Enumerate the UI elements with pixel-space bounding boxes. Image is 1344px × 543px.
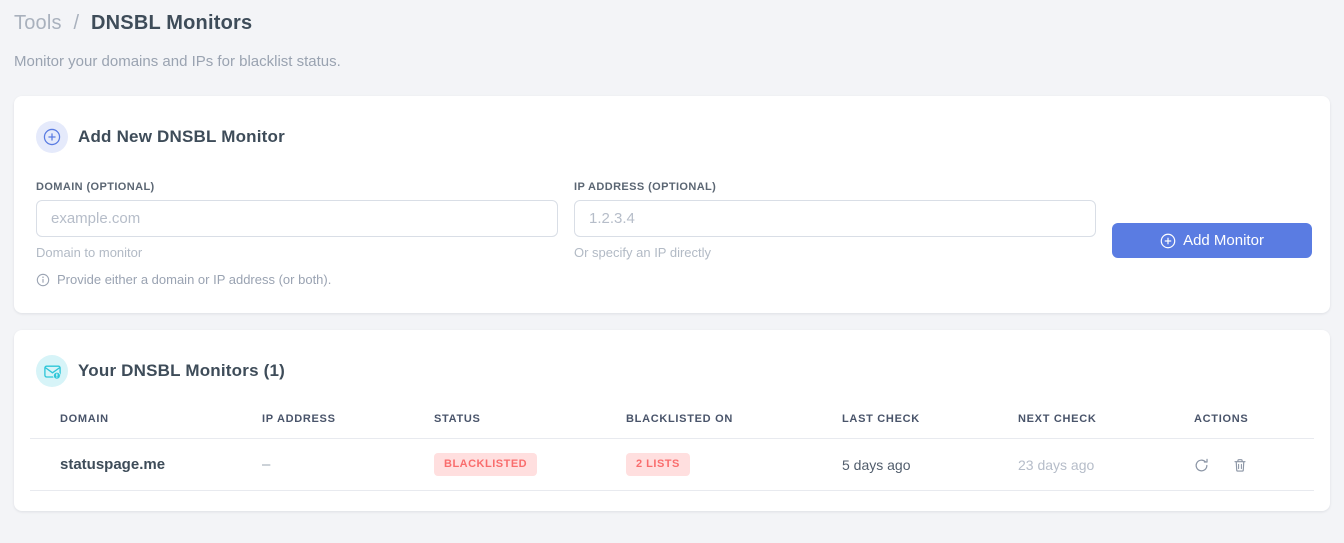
col-header-ip-address: IP ADDRESS: [232, 409, 404, 439]
add-monitor-button[interactable]: Add Monitor: [1112, 223, 1312, 258]
add-monitor-card-header: Add New DNSBL Monitor: [14, 96, 1330, 153]
monitors-table: DOMAIN IP ADDRESS STATUS BLACKLISTED ON …: [30, 409, 1314, 491]
monitors-list-card: Your DNSBL Monitors (1) DOMAIN IP ADDRES…: [14, 330, 1330, 511]
domain-helper-text: Domain to monitor: [36, 245, 143, 260]
col-header-next-check: NEXT CHECK: [988, 409, 1164, 439]
breadcrumb-tools-link[interactable]: Tools: [14, 12, 62, 34]
add-monitor-button-label: Add Monitor: [1183, 232, 1264, 249]
monitors-card-header: Your DNSBL Monitors (1): [14, 330, 1330, 387]
ip-helper-text: Or specify an IP directly: [574, 245, 712, 260]
monitor-status-cell: BLACKLISTED: [404, 438, 596, 491]
page-title: DNSBL Monitors: [91, 12, 253, 34]
add-monitor-card: Add New DNSBL Monitor DOMAIN (OPTIONAL) …: [14, 96, 1330, 313]
form-note: Provide either a domain or IP address (o…: [14, 260, 1330, 287]
monitor-domain: statuspage.me: [30, 438, 232, 491]
monitor-ip: –: [232, 438, 404, 491]
plus-circle-icon: [1160, 233, 1176, 249]
monitor-next-check: 23 days ago: [988, 438, 1164, 491]
table-header-row: DOMAIN IP ADDRESS STATUS BLACKLISTED ON …: [30, 409, 1314, 439]
monitor-blacklisted-on-cell: 2 LISTS: [596, 438, 812, 491]
form-note-text: Provide either a domain or IP address (o…: [57, 272, 332, 287]
monitor-actions-cell: [1164, 438, 1314, 491]
delete-button[interactable]: [1233, 458, 1247, 473]
page-subtitle: Monitor your domains and IPs for blackli…: [14, 53, 341, 70]
monitors-table-wrap: DOMAIN IP ADDRESS STATUS BLACKLISTED ON …: [30, 409, 1314, 491]
add-monitor-title: Add New DNSBL Monitor: [78, 127, 285, 146]
plus-circle-icon: [36, 121, 68, 153]
table-row: statuspage.me – BLACKLISTED 2 LISTS 5 da…: [30, 438, 1314, 491]
ip-field-group: IP ADDRESS (OPTIONAL) Or specify an IP d…: [574, 181, 1096, 260]
domain-label: DOMAIN (OPTIONAL): [36, 181, 155, 193]
col-header-actions: ACTIONS: [1164, 409, 1314, 439]
monitors-list-title: Your DNSBL Monitors (1): [78, 361, 286, 380]
refresh-icon: [1194, 458, 1209, 473]
col-header-status: STATUS: [404, 409, 596, 439]
domain-input[interactable]: [36, 200, 558, 237]
blacklisted-on-badge[interactable]: 2 LISTS: [626, 453, 690, 476]
monitor-last-check: 5 days ago: [812, 438, 988, 491]
col-header-last-check: LAST CHECK: [812, 409, 988, 439]
breadcrumb-separator: /: [73, 12, 80, 34]
refresh-button[interactable]: [1194, 458, 1209, 473]
add-monitor-form: DOMAIN (OPTIONAL) Domain to monitor IP A…: [14, 153, 1330, 260]
col-header-blacklisted-on: BLACKLISTED ON: [596, 409, 812, 439]
col-header-domain: DOMAIN: [30, 409, 232, 439]
dnsbl-monitors-page: Tools / DNSBL Monitors Monitor your doma…: [14, 12, 1330, 511]
status-badge: BLACKLISTED: [434, 453, 538, 476]
trash-icon: [1233, 458, 1247, 473]
submit-column: Add Monitor: [1112, 223, 1312, 258]
ip-input[interactable]: [574, 200, 1096, 237]
mail-alert-icon: [36, 355, 68, 387]
breadcrumb: Tools / DNSBL Monitors: [14, 12, 1330, 35]
ip-label: IP ADDRESS (OPTIONAL): [574, 181, 717, 193]
domain-field-group: DOMAIN (OPTIONAL) Domain to monitor: [36, 181, 558, 260]
info-icon: [36, 273, 50, 287]
